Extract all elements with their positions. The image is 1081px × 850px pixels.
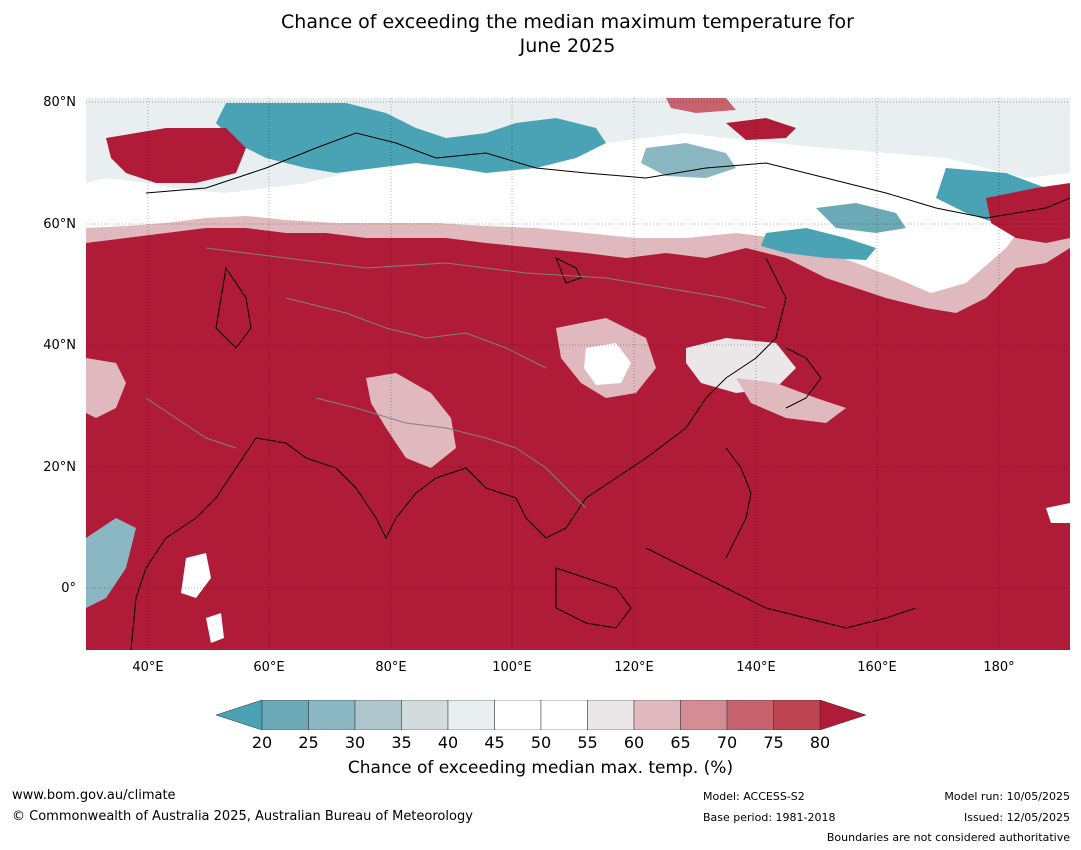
lat-label-40n: 40°N: [43, 338, 76, 353]
colorbar-tick-35: 35: [391, 733, 412, 752]
colorbar-tick-80: 80: [809, 733, 831, 752]
map-svg: [86, 98, 1070, 650]
lat-label-20n: 20°N: [43, 460, 76, 475]
colorbar-tick-40: 40: [437, 733, 459, 752]
footer-website: www.bom.gov.au/climate: [12, 788, 176, 803]
colorbar-tick-55: 55: [577, 733, 598, 752]
country-borders: [145, 247, 767, 509]
colorbar-bin-35-40: [401, 699, 449, 731]
lon-label-180: 180°: [983, 660, 1015, 675]
colorbar-bin-30-35: [354, 699, 402, 731]
colorbar-tick-20: 20: [251, 733, 273, 752]
colorbar-tick-60: 60: [623, 733, 645, 752]
graticule: [86, 98, 1070, 650]
lon-label-140e: 140°E: [736, 660, 776, 675]
colorbar-bin-50-55: [540, 699, 588, 731]
northern-high-patches: [106, 98, 1070, 243]
colorbar-bin-75-80: [773, 699, 821, 731]
footer-model: Model: ACCESS-S2: [703, 790, 805, 803]
footer-model-run: Model run: 10/05/2025: [944, 790, 1070, 803]
colorbar-tick-65: 65: [670, 733, 691, 752]
colorbar-tick-75: 75: [763, 733, 784, 752]
lon-label-40e: 40°E: [132, 660, 164, 675]
probability-map: [86, 98, 1070, 650]
colorbar-tick-30: 30: [344, 733, 366, 752]
title-line-1: Chance of exceeding the median maximum t…: [281, 11, 854, 33]
title-line-2: June 2025: [519, 35, 616, 57]
colorbar-bin-20-25: [261, 699, 309, 731]
colorbar-tick-45: 45: [484, 733, 505, 752]
footer-copyright: © Commonwealth of Australia 2025, Austra…: [12, 809, 473, 824]
colorbar-tick-70: 70: [716, 733, 738, 752]
colorbar-bin-65-70: [680, 699, 728, 731]
lon-label-80e: 80°E: [375, 660, 407, 675]
colorbar-bin-60-65: [633, 699, 681, 731]
coastlines: [130, 132, 1070, 650]
colorbar-bin-45-50: [494, 699, 542, 731]
mid-latitude-neutral: [86, 318, 1070, 643]
lon-label-100e: 100°E: [492, 660, 532, 675]
colorbar-svg: [215, 699, 867, 731]
lon-label-160e: 160°E: [857, 660, 897, 675]
colorbar: [215, 699, 867, 731]
colorbar-high-extend: [819, 699, 867, 731]
colorbar-bin-70-75: [726, 699, 774, 731]
lat-label-0: 0°: [61, 581, 76, 596]
lat-label-80n: 80°N: [43, 95, 76, 110]
colorbar-tick-50: 50: [530, 733, 552, 752]
colorbar-label: Chance of exceeding median max. temp. (%…: [347, 758, 734, 778]
colorbar-bin-55-60: [587, 699, 635, 731]
chart-title: Chance of exceeding the median maximum t…: [0, 10, 1081, 58]
colorbar-bin-40-45: [447, 699, 495, 731]
lon-label-60e: 60°E: [253, 660, 285, 675]
colorbar-tick-25: 25: [298, 733, 319, 752]
lat-label-60n: 60°N: [43, 217, 76, 232]
lon-label-120e: 120°E: [614, 660, 654, 675]
colorbar-bin-25-30: [308, 699, 356, 731]
footer-issued: Issued: 12/05/2025: [963, 811, 1070, 824]
footer-base-period: Base period: 1981-2018: [703, 811, 836, 824]
colorbar-low-extend: [215, 699, 263, 731]
footer-disclaimer: Boundaries are not considered authoritat…: [826, 831, 1070, 844]
